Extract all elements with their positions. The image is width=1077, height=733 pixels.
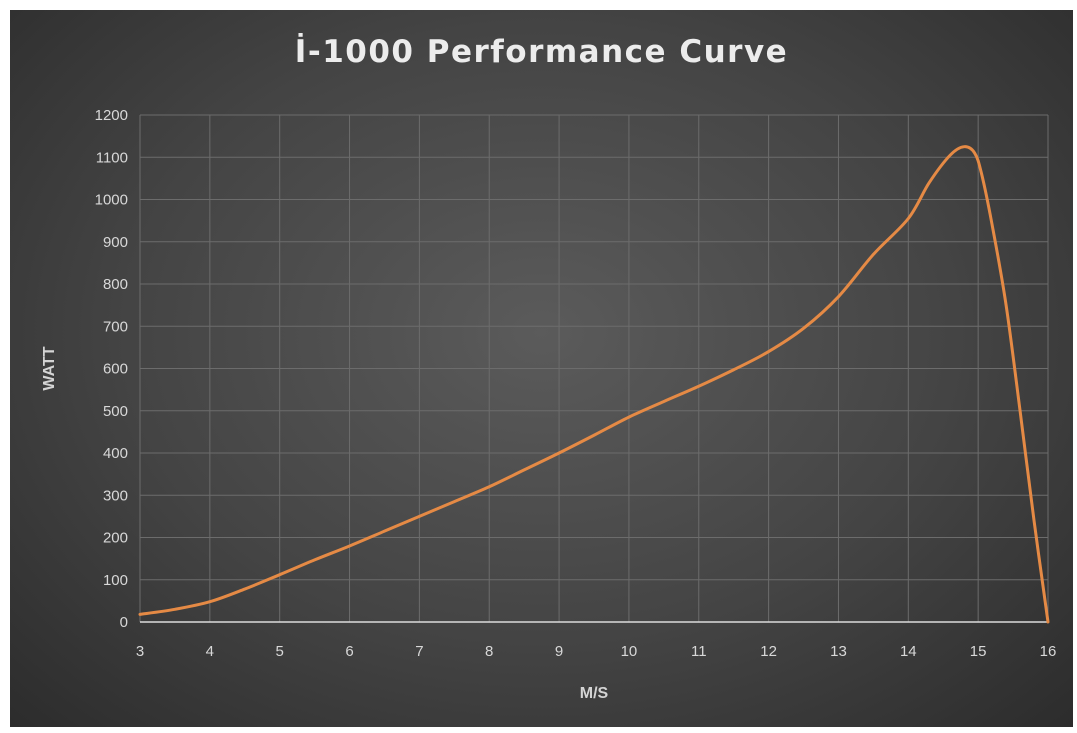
performance-chart: 0 100 200 300 400 500 600 700 800 900 1000 1100 1200… (41, 107, 1057, 702)
y-tick-label: 300 (103, 487, 128, 504)
x-tick-label: 16 (1040, 643, 1057, 660)
chart-title: İ-1000 Performance Curve (294, 34, 789, 70)
x-tick-label: 14 (900, 643, 917, 660)
x-tick-label: 7 (415, 643, 423, 660)
x-axis-label: M/S (580, 685, 609, 702)
x-tick-label: 5 (276, 643, 284, 660)
y-axis-label: WATT (41, 346, 58, 390)
x-tick-label: 10 (621, 643, 638, 660)
x-tick-label: 11 (691, 643, 707, 660)
y-tick-label: 400 (103, 445, 128, 462)
x-tick-label: 12 (760, 643, 777, 660)
grid (139, 114, 1049, 622)
y-tick-label: 900 (103, 234, 128, 251)
y-tick-label: 1200 (95, 107, 128, 124)
y-tick-label: 1100 (96, 149, 128, 166)
y-tick-label: 200 (103, 530, 128, 547)
x-tick-label: 4 (206, 643, 214, 660)
x-tick-label: 9 (555, 643, 563, 660)
x-tick-label: 15 (970, 643, 987, 660)
y-tick-label: 100 (103, 572, 128, 589)
x-tick-label: 8 (485, 643, 493, 660)
x-tick-label: 6 (345, 643, 353, 660)
chart-frame: İ-1000 Performance Curve 0 100 200 300 400 50… (10, 10, 1073, 727)
y-tick-label: 600 (103, 361, 128, 378)
y-tick-label: 1000 (95, 192, 128, 209)
performance-curve-line (138, 145, 1050, 624)
y-tick-label: 700 (103, 318, 128, 335)
axes: 0 100 200 300 400 500 600 700 800 900 1000 1100 1200… (95, 107, 1057, 660)
series-layer (138, 145, 1050, 624)
y-tick-label: 500 (103, 403, 128, 420)
y-tick-label: 0 (120, 614, 128, 631)
x-tick-label: 13 (830, 643, 847, 660)
x-tick-label: 3 (136, 643, 144, 660)
y-tick-label: 800 (103, 276, 128, 293)
